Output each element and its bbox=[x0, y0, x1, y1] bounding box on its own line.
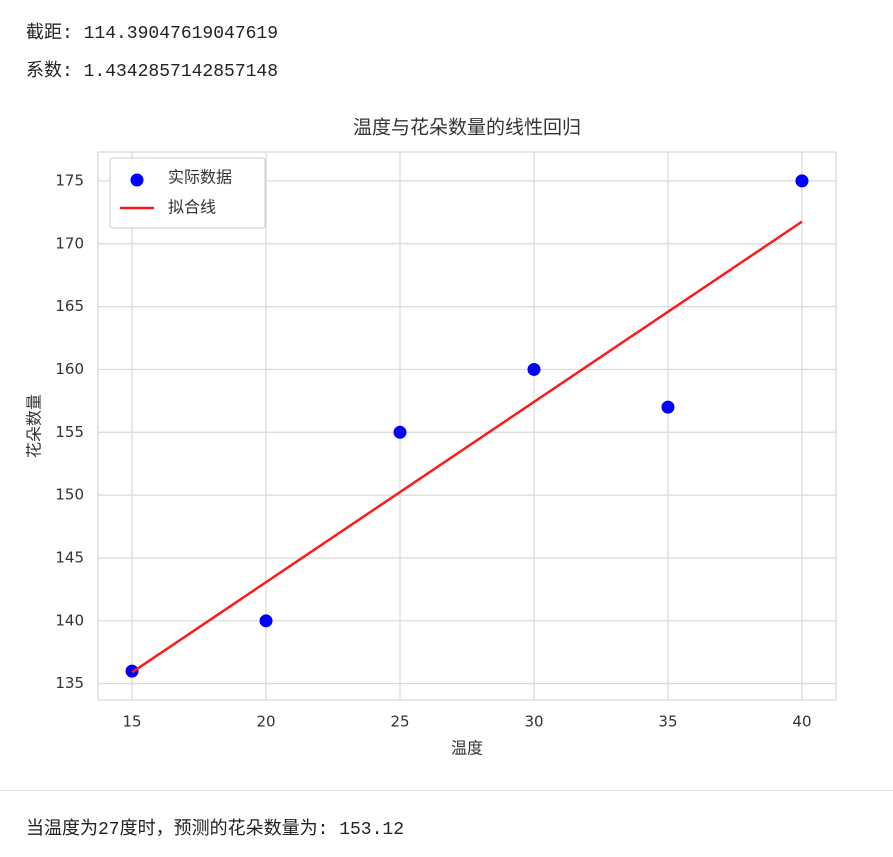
legend-label: 拟合线 bbox=[168, 198, 216, 217]
data-point bbox=[795, 174, 809, 188]
fit-line bbox=[131, 220, 803, 674]
y-tick-label: 170 bbox=[55, 234, 84, 252]
y-tick-label: 165 bbox=[55, 297, 84, 315]
chart: 温度与花朵数量的线性回归 温度 花朵数量 135 140 145 150 155 160 1… bbox=[25, 117, 837, 758]
data-point bbox=[661, 400, 675, 414]
y-tick-label: 150 bbox=[55, 486, 84, 504]
y-tick-label: 175 bbox=[55, 171, 84, 189]
legend-marker bbox=[130, 173, 144, 187]
y-tick-label: 140 bbox=[55, 611, 84, 629]
y-tick-label: 155 bbox=[55, 423, 84, 441]
plot-area bbox=[97, 151, 837, 701]
x-tick-label: 35 bbox=[658, 713, 677, 731]
x-axis-label: 温度 bbox=[451, 739, 483, 758]
intercept-output: 截距: 114.39047619047619 bbox=[26, 24, 279, 44]
x-tick-label: 40 bbox=[792, 713, 811, 731]
y-tick-label: 145 bbox=[55, 548, 84, 566]
x-tick-label: 25 bbox=[390, 713, 409, 731]
prediction-output: 当温度为27度时，预测的花朵数量为: 153.12 bbox=[26, 820, 405, 840]
chart-title: 温度与花朵数量的线性回归 bbox=[353, 117, 581, 139]
data-point bbox=[259, 614, 273, 628]
legend-box bbox=[109, 157, 266, 229]
data-point bbox=[527, 362, 541, 376]
x-tick-label: 30 bbox=[524, 713, 543, 731]
data-point bbox=[393, 425, 407, 439]
x-tick-label: 15 bbox=[122, 713, 141, 731]
separator bbox=[0, 790, 893, 791]
coefficient-output: 系数: 1.4342857142857148 bbox=[26, 62, 279, 82]
y-tick-label: 160 bbox=[55, 360, 84, 378]
y-axis-label: 花朵数量 bbox=[25, 394, 44, 458]
legend-label: 实际数据 bbox=[168, 168, 232, 187]
y-tick-label: 135 bbox=[55, 674, 84, 692]
x-tick-label: 20 bbox=[256, 713, 275, 731]
